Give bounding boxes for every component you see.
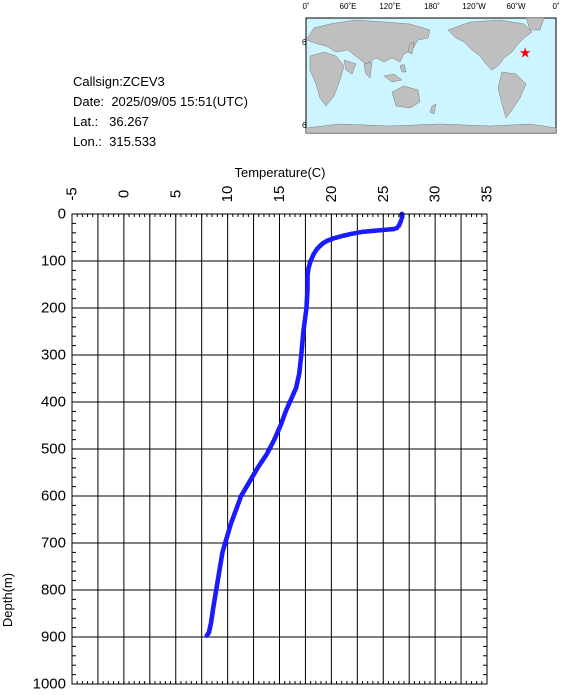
y-tick-label: 800 (41, 582, 66, 599)
x-tick-label: 5 (167, 190, 184, 198)
x-tick-label: 20 (323, 186, 340, 203)
map-eurasia (305, 19, 431, 65)
map-top-labels: 0˚ 60˚E 120˚E 180˚ 120˚W 60˚W 0˚ (302, 2, 559, 11)
map-lon-label: 0˚ (552, 2, 559, 11)
temperature-depth-chart: Temperature(C) Depth(m) -5 0 5 10 15 20 25 30 35… (0, 160, 564, 695)
y-tick-label: 100 (41, 253, 66, 270)
map-south-america (497, 71, 527, 119)
station-info: Callsign:ZCEV3 Date: 2025/09/05 15:51(UT… (73, 72, 248, 152)
y-tick-label: 700 (41, 535, 66, 552)
x-tick-labels: -5 0 5 10 15 20 25 30 35 (64, 186, 496, 203)
map-north-america (447, 19, 533, 71)
temperature-series (204, 211, 405, 638)
map-lon-label: 60˚E (340, 2, 357, 11)
plot-frame (71, 213, 488, 685)
data-point (204, 633, 210, 638)
y-tick-label: 300 (41, 347, 66, 364)
callsign-value: ZCEV3 (122, 74, 165, 89)
x-tick-label: 15 (271, 186, 288, 203)
date-value: 2025/09/05 15:51(UTC) (111, 94, 248, 109)
y-tick-label: 1000 (33, 676, 66, 691)
map-lon-label: 120˚E (379, 2, 400, 11)
map-lon-label: 120˚W (462, 2, 486, 11)
x-tick-label: 35 (479, 186, 496, 203)
map-indonesia (383, 73, 403, 83)
x-tick-label: 0 (115, 190, 132, 198)
world-map: 0˚ 60˚E 120˚E 180˚ 120˚W 60˚W 0˚ 60˚N 0˚… (300, 0, 564, 140)
y-tick-labels: 0 100 200 300 400 500 600 700 800 900 1000 (33, 206, 66, 693)
y-tick-label: 200 (41, 300, 66, 317)
y-axis-title: Depth(m) (0, 573, 15, 627)
lat-label: Lat.: (73, 114, 99, 129)
series-line (204, 212, 404, 638)
station-marker-icon: ★ (519, 44, 532, 60)
x-tick-label: 10 (219, 186, 236, 203)
map-india (363, 61, 373, 79)
map-arabia (343, 59, 357, 75)
map-japan (407, 41, 415, 55)
y-tick-label: 500 (41, 441, 66, 458)
y-tick-label: 400 (41, 394, 66, 411)
lon-label: Lon.: (73, 134, 102, 149)
date-label: Date: (73, 94, 105, 109)
map-landmasses (305, 17, 557, 134)
map-philippines (399, 63, 407, 73)
x-tick-label: 25 (375, 186, 392, 203)
chart-svg: Temperature(C) Depth(m) -5 0 5 10 15 20 25 30 35… (0, 165, 496, 693)
map-lon-label: 180˚ (424, 2, 440, 11)
callsign-label: Callsign: (73, 74, 123, 89)
map-lon-label: 60˚W (506, 2, 526, 11)
world-map-svg: 0˚ 60˚E 120˚E 180˚ 120˚W 60˚W 0˚ 60˚N 0˚… (302, 2, 560, 134)
y-tick-label: 0 (58, 206, 66, 223)
map-new-zealand (429, 103, 437, 115)
lat-value: 36.267 (109, 114, 149, 129)
y-tick-label: 600 (41, 488, 66, 505)
x-tick-label: 30 (427, 186, 444, 203)
map-antarctica (305, 123, 557, 134)
map-greenland (525, 17, 545, 31)
lon-value: 315.533 (109, 134, 157, 149)
x-tick-label: -5 (64, 187, 81, 200)
map-africa (309, 51, 345, 107)
map-australia (391, 85, 421, 109)
map-lon-label: 0˚ (302, 2, 309, 11)
y-tick-label: 900 (41, 629, 66, 646)
chart-grid (71, 213, 488, 685)
x-axis-title: Temperature(C) (234, 165, 325, 180)
